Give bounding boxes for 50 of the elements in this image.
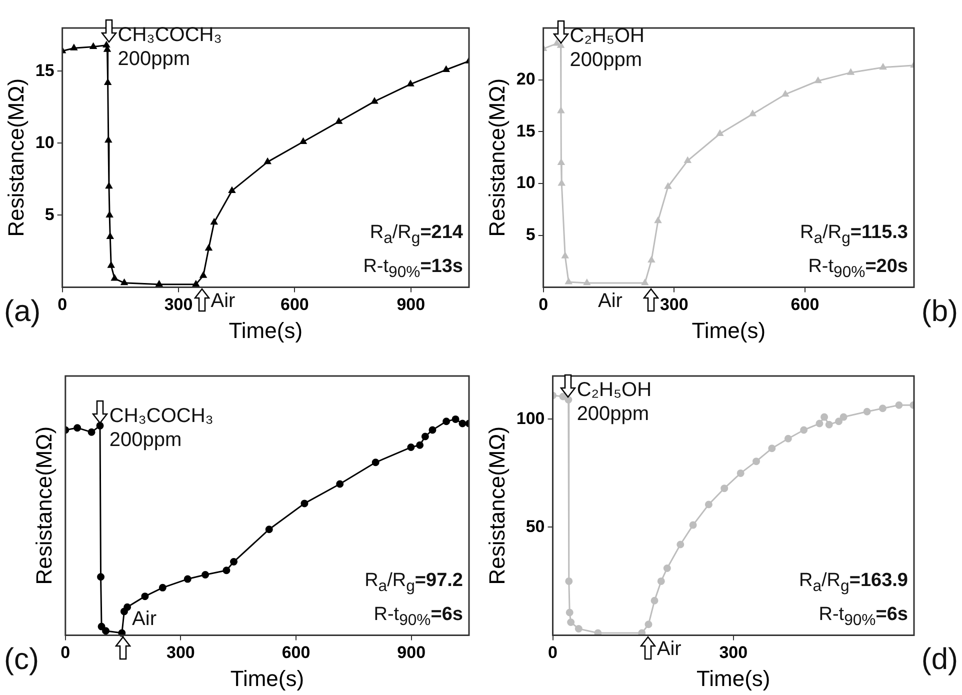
x-axis-title: Time(s) bbox=[696, 666, 770, 691]
annotation: R$_{a}$/R$_{g}$=214 bbox=[368, 221, 463, 249]
y-tick-label: 50 bbox=[526, 516, 545, 536]
annotation: C₂H₅OH 200ppm bbox=[570, 24, 644, 72]
annotation: Air bbox=[598, 289, 622, 314]
y-axis-title: Resistance(MΩ) bbox=[3, 78, 28, 237]
text: (d) bbox=[921, 643, 958, 678]
y-tick-label: 10 bbox=[516, 173, 536, 192]
text: (b) bbox=[921, 295, 958, 330]
x-tick-label: 300 bbox=[660, 295, 688, 314]
x-tick-label: 600 bbox=[282, 643, 310, 662]
annotation: R-t$_{90%}$=6s bbox=[372, 602, 463, 631]
y-tick-label: 100 bbox=[516, 408, 545, 428]
text: (a) bbox=[4, 295, 41, 330]
x-tick-label: 900 bbox=[397, 643, 426, 662]
text: (c) bbox=[4, 643, 39, 678]
x-tick-label: 0 bbox=[58, 295, 68, 314]
annotation: R$_{a}$/R$_{g}$=97.2 bbox=[364, 569, 463, 597]
annotation: R$_{a}$/R$_{g}$=163.9 bbox=[798, 569, 908, 597]
annotation: R-t$_{90%}$=13s bbox=[363, 254, 463, 283]
x-tick-label: 300 bbox=[166, 643, 195, 662]
annotation: R-t$_{90%}$=6s bbox=[818, 602, 908, 631]
x-tick-label: 0 bbox=[548, 643, 558, 662]
y-tick-label: 5 bbox=[526, 225, 536, 244]
y-axis-title: Resistance(MΩ) bbox=[484, 78, 510, 237]
x-tick-label: 0 bbox=[60, 643, 70, 662]
x-tick-label: 600 bbox=[790, 295, 820, 314]
x-axis-title: Time(s) bbox=[230, 666, 304, 691]
annotation: CH₃COCH₃ 200ppm bbox=[109, 404, 214, 452]
y-axis-title: Resistance(MΩ) bbox=[484, 426, 510, 585]
x-tick-label: 300 bbox=[164, 295, 193, 314]
x-tick-label: 300 bbox=[719, 643, 748, 662]
x-tick-label: 900 bbox=[396, 295, 426, 314]
y-tick-label: 5 bbox=[44, 204, 54, 224]
y-tick-label: 15 bbox=[35, 60, 54, 80]
y-axis-title: Resistance(MΩ) bbox=[31, 426, 56, 585]
x-axis-title: Time(s) bbox=[228, 318, 303, 343]
annotation: R$_{a}$/R$_{g}$=115.3 bbox=[800, 221, 908, 249]
annotation: CH₃COCH₃ 200ppm bbox=[118, 23, 222, 72]
y-tick-label: 15 bbox=[516, 121, 536, 140]
annotation: Air bbox=[210, 289, 236, 314]
x-axis-title: Time(s) bbox=[692, 318, 766, 343]
y-tick-label: 10 bbox=[35, 132, 54, 152]
x-tick-label: 600 bbox=[280, 295, 309, 314]
y-tick-label: 20 bbox=[516, 70, 536, 89]
annotation: R-t$_{90%}$=20s bbox=[807, 254, 908, 283]
x-tick-label: 0 bbox=[538, 295, 548, 314]
annotation: C₂H₅OH 200ppm bbox=[576, 378, 652, 426]
annotation: Air bbox=[656, 637, 682, 662]
annotation: Air bbox=[132, 607, 156, 632]
